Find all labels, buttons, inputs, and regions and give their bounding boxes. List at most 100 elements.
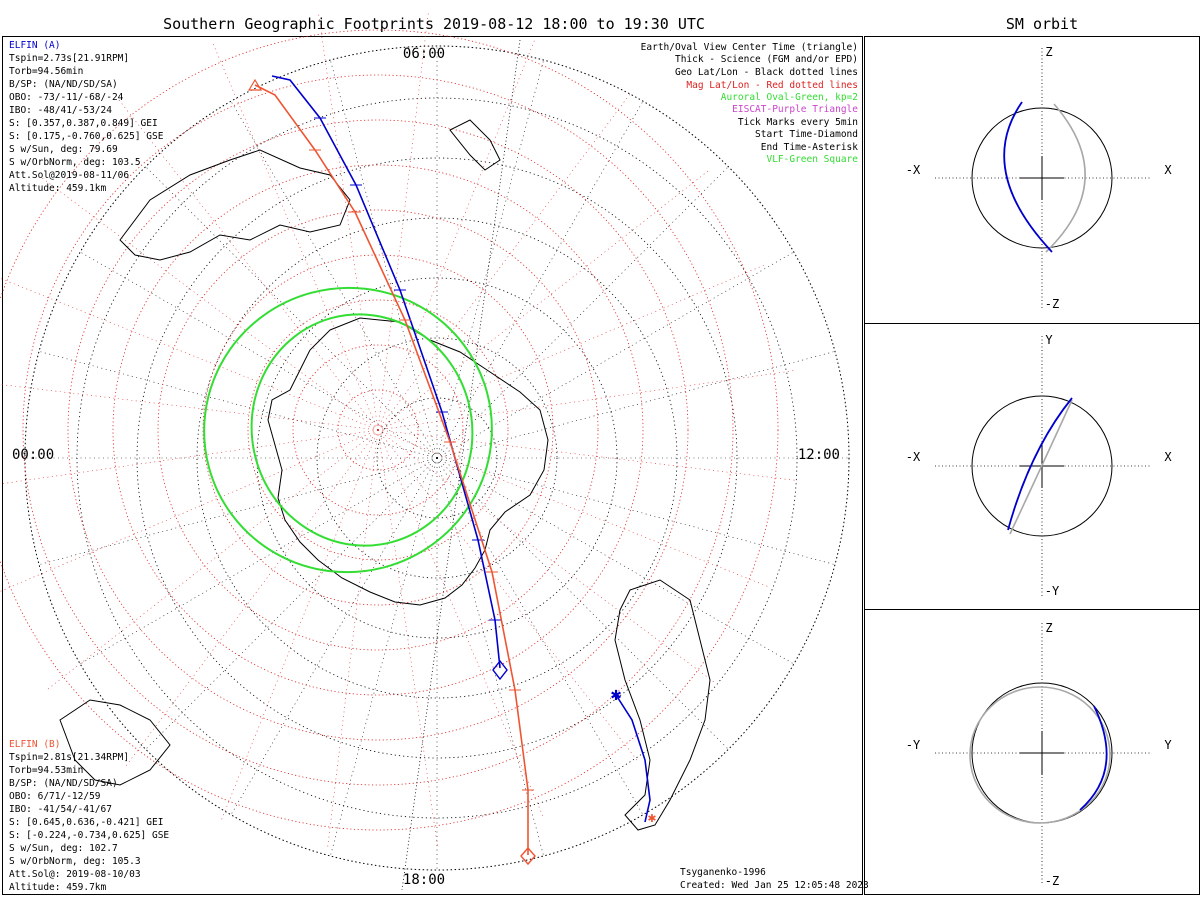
elfin-b-track — [254, 84, 529, 855]
sm-orbit-blue — [1003, 101, 1053, 253]
geo-longitude-line — [230, 457, 438, 815]
sm-axis-label-top: Z — [1045, 621, 1052, 635]
continent-outlines — [59, 119, 711, 831]
sm-orbit-plot-3 — [935, 623, 1150, 883]
geo-longitude-line — [145, 457, 438, 750]
sm-axis-label-right: X — [1164, 450, 1172, 464]
mag-longitude-line — [0, 429, 379, 485]
sm-axis-label-bottom: -Y — [1045, 584, 1060, 598]
mag-longitude-line — [377, 429, 544, 817]
geo-longitude-line — [436, 166, 729, 459]
geo-longitude-line — [436, 251, 794, 459]
elfin-b-line: Torb=94.53min — [9, 765, 83, 776]
mag-longitude-line — [212, 43, 379, 431]
elfin-b-line: Att.Sol@: 2019-08-10/03 — [9, 869, 141, 880]
sm-panel-3: Z -Z -Y Y — [906, 621, 1173, 888]
sm-axis-label-bottom: -Z — [1045, 297, 1059, 311]
legend-entry: Mag Lat/Lon - Red dotted lines — [686, 80, 858, 91]
elfin-a-line: S: [0.357,0.387,0.849] GEI — [9, 118, 158, 129]
geo-longitude-line — [330, 457, 438, 857]
africa-outline — [59, 699, 171, 786]
new-zealand-outline — [449, 119, 501, 171]
auroral-oval-inner — [250, 313, 474, 547]
elfin-a-line: IBO: -48/41/-53/24 — [9, 105, 112, 116]
elfin-b-line: S w/Sun, deg: 102.7 — [9, 843, 118, 854]
elfin-b-line: S: [0.645,0.636,-0.421] GEI — [9, 817, 163, 828]
mag-latitude-circle — [202, 254, 554, 606]
elfin-a-line: OBO: -73/-11/-68/-24 — [9, 92, 124, 103]
geo-longitude-line — [436, 457, 836, 565]
map-grid — [0, 12, 850, 891]
elfin-b-line: IBO: -41/54/-41/67 — [9, 804, 112, 815]
elfin-a-end-asterisk: ✱ — [611, 684, 622, 705]
elfin-b-info: ELFIN (B) Tspin=2.81s[21.34RPM] Torb=94.… — [9, 739, 169, 893]
sm-axis-label-top: Y — [1045, 333, 1053, 347]
elfin-a-line: Torb=94.56min — [9, 66, 83, 77]
mag-longitude-line — [377, 429, 768, 587]
australia-outline — [119, 149, 351, 261]
map-frame — [2, 36, 863, 895]
geo-longitude-line — [38, 351, 438, 459]
mag-longitude-line — [327, 429, 379, 848]
sm-panel-1-frame — [864, 36, 1200, 324]
mag-latitude-circle — [112, 164, 644, 696]
elfin-a-start-diamond — [492, 659, 508, 681]
legend-entry: Start Time-Diamond — [755, 129, 858, 140]
sm-orbit-blue — [1079, 705, 1108, 811]
geo-longitude-line — [436, 457, 644, 815]
sm-axis-label-left: -X — [906, 163, 921, 177]
elfin-b-end-asterisk: ✱ — [648, 810, 657, 826]
sm-orbit-gray — [969, 686, 1111, 824]
sm-orbit-blue — [1007, 397, 1073, 531]
mag-longitude-line — [0, 384, 379, 431]
geo-longitude-line — [80, 457, 438, 665]
legend-entry: Auroral Oval-Green, kp=2 — [721, 92, 858, 103]
hour-label-top: 06:00 — [403, 46, 445, 62]
mag-latitude-circle — [22, 74, 734, 786]
sm-orbit-plot-1 — [935, 48, 1150, 308]
sm-panel-2: Y -Y -X X — [906, 333, 1173, 598]
sm-axis-label-left: -X — [906, 450, 921, 464]
elfin-a-line: S w/Sun, deg: 79.69 — [9, 144, 118, 155]
mag-latitude-circle — [247, 299, 509, 561]
elfin-a-line: S: [0.175,-0.760,0.625] GSE — [9, 131, 164, 142]
legend-entry: VLF-Green Square — [766, 154, 858, 165]
elfin-a-line: S w/OrbNorm, deg: 103.5 — [9, 157, 141, 168]
legend: Earth/Oval View Center Time (triangle) T… — [641, 42, 859, 165]
sm-axis-label-left: -Y — [906, 738, 921, 752]
geo-latitude-circle — [316, 337, 558, 579]
legend-entry: Thick - Science (FGM and/or EPD) — [675, 54, 858, 65]
mag-latitude-circle — [157, 209, 599, 651]
legend-entry: Geo Lat/Lon - Black dotted lines — [675, 67, 858, 78]
mag-longitude-line — [377, 429, 715, 683]
mag-latitude-circle — [337, 389, 419, 471]
sm-axis-label-bottom: -Z — [1045, 874, 1059, 888]
elfin-b-line: ELFIN (B) — [9, 739, 60, 750]
sm-orbit-gray — [1009, 399, 1073, 535]
legend-entry: Tick Marks every 5min — [738, 117, 858, 128]
map-data: ✱✱ — [203, 75, 657, 866]
elfin-b-line: Altitude: 459.7km — [9, 882, 107, 893]
elfin-a-track — [271, 75, 501, 669]
elfin-a-line: B/SP: (NA/ND/SD/SA) — [9, 79, 118, 90]
sm-panel-3-frame — [864, 609, 1200, 895]
elfin-b-start-diamond — [520, 846, 536, 866]
elfin-b-line: S: [-0.224,-0.734,0.625] GSE — [9, 830, 169, 841]
elfin-a-track-pass2 — [615, 694, 651, 823]
mag-longitude-line — [221, 429, 379, 820]
geo-longitude-line — [436, 457, 794, 665]
sm-axis-label-right: X — [1164, 163, 1172, 177]
chart-title: Southern Geographic Footprints 2019-08-1… — [163, 15, 705, 33]
elfin-a-line: Att.Sol@2019-08-11/06 — [9, 170, 129, 181]
mag-latitude-circle — [0, 29, 779, 831]
legend-entry: EISCAT-Purple Triangle — [732, 104, 858, 115]
mag-longitude-line — [377, 429, 438, 846]
elfin-b-line: S w/OrbNorm, deg: 105.3 — [9, 856, 141, 867]
sm-panel-1: Z -Z -X X — [906, 45, 1173, 311]
mag-longitude-line — [377, 93, 631, 431]
elfin-a-line: Tspin=2.73s[21.91RPM] — [9, 53, 129, 64]
mag-longitude-line — [125, 429, 379, 767]
elfin-a-line: ELFIN (A) — [9, 40, 60, 51]
geo-longitude-line — [436, 457, 729, 750]
